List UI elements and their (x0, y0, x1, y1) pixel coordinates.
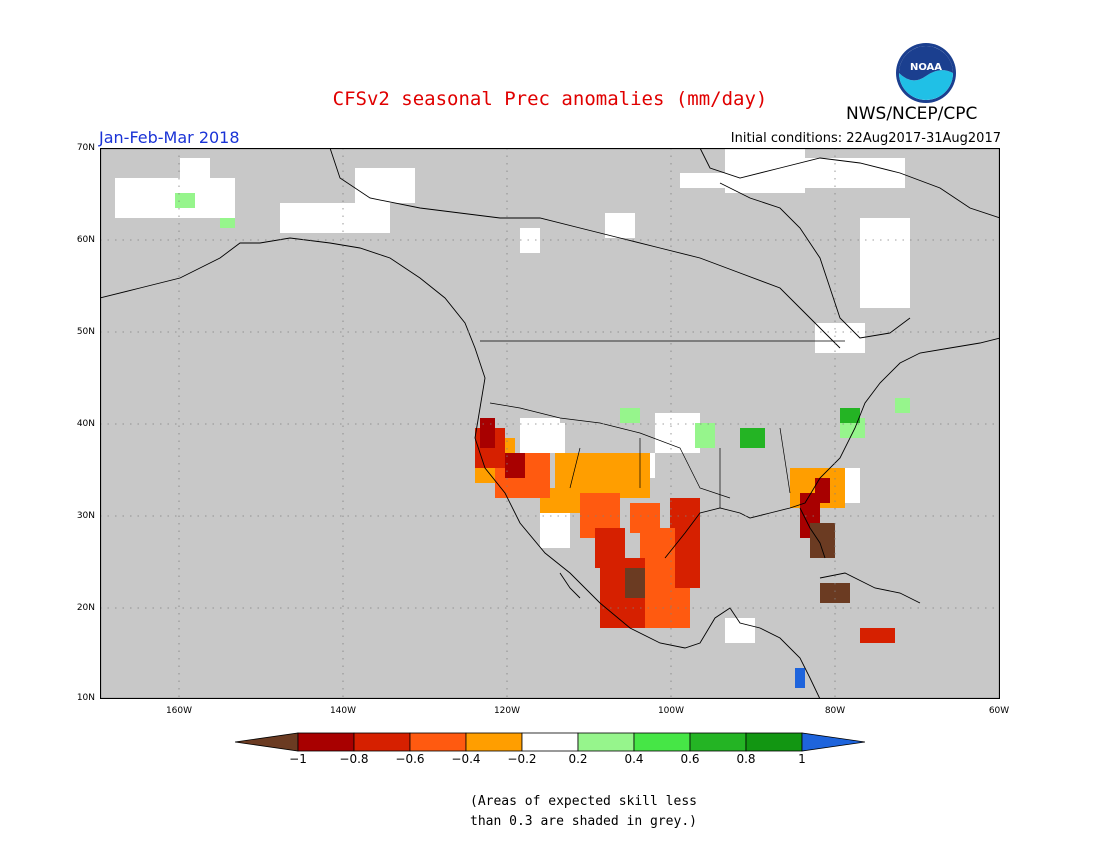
colorbar-swatch (577, 732, 635, 752)
dry-anomaly-regions (475, 418, 895, 643)
skill-note-line-2: than 0.3 are shaded in grey.) (470, 814, 697, 829)
lon-label-160w: 160W (165, 706, 193, 716)
colorbar-tick-label: 1 (798, 752, 806, 766)
colorbar-tick-label: −0.6 (395, 752, 425, 766)
colorbar-tick-label: −0.2 (507, 752, 537, 766)
map-frame (100, 148, 1000, 699)
lat-label-10n: 10N (76, 693, 95, 703)
colorbar-swatch (745, 732, 803, 752)
gridlines (100, 148, 1000, 699)
colorbar-swatch (465, 732, 523, 752)
skill-note-line-1: (Areas of expected skill less (470, 794, 697, 809)
lon-label-80w: 80W (824, 706, 846, 716)
lon-label-120w: 120W (493, 706, 521, 716)
lon-label-100w: 100W (657, 706, 685, 716)
colorbar-tick-label: 0.4 (624, 752, 644, 766)
organization-label: NWS/NCEP/CPC (846, 104, 978, 124)
lon-label-140w: 140W (329, 706, 357, 716)
colorbar-tick-label: −1 (289, 752, 307, 766)
colorbar-swatch (353, 732, 411, 752)
map-title: CFSv2 seasonal Prec anomalies (mm/day) (332, 88, 768, 110)
political-borders (480, 340, 845, 508)
colorbar-swatch (521, 732, 579, 752)
colorbar-swatch (297, 732, 355, 752)
lat-label-60n: 60N (76, 235, 95, 245)
colorbar (235, 732, 865, 752)
lat-label-70n: 70N (76, 143, 95, 153)
colorbar-tick-label: 0.6 (680, 752, 700, 766)
colorbar-swatch-lowest (235, 732, 299, 752)
lat-label-40n: 40N (76, 419, 95, 429)
lat-label-30n: 30N (76, 511, 95, 521)
lat-label-50n: 50N (76, 327, 95, 337)
colorbar-swatch (633, 732, 691, 752)
noaa-logo-text: NOAA (910, 62, 942, 73)
precip-anomaly-map (100, 148, 1000, 699)
colorbar-swatch (689, 732, 747, 752)
season-label: Jan-Feb-Mar 2018 (99, 128, 240, 147)
lon-label-60w: 60W (988, 706, 1010, 716)
skill-note: (Areas of expected skill less than 0.3 a… (470, 792, 730, 832)
colorbar-tick-label: 0.8 (736, 752, 756, 766)
initial-conditions-label: Initial conditions: 22Aug2017-31Aug2017 (730, 131, 1001, 146)
wet-anomaly-regions (175, 193, 910, 688)
colorbar-swatch-highest (801, 732, 865, 752)
colorbar-tick-label: −0.4 (451, 752, 481, 766)
noaa-logo: NOAA (896, 43, 956, 103)
lat-label-20n: 20N (76, 603, 95, 613)
colorbar-tick-label: −0.8 (339, 752, 369, 766)
colorbar-swatch (409, 732, 467, 752)
colorbar-tick-label: 0.2 (568, 752, 588, 766)
white-anomaly-regions (115, 148, 910, 643)
